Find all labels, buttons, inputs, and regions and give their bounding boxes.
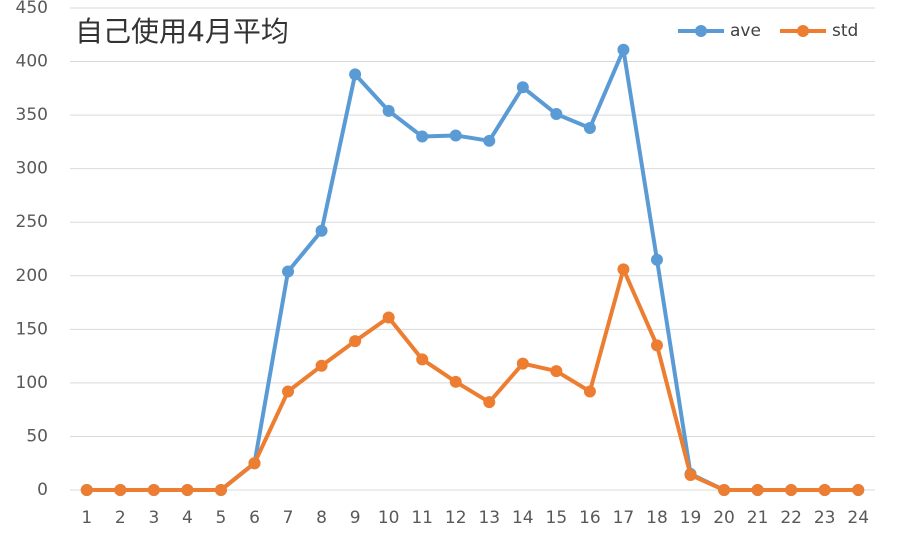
x-tick-label: 19: [680, 508, 702, 528]
data-point: [248, 457, 261, 470]
x-tick-label: 5: [216, 508, 227, 528]
x-tick-label: 4: [182, 508, 193, 528]
x-tick-label: 17: [613, 508, 635, 528]
legend-marker: [695, 25, 707, 37]
y-tick-label: 450: [16, 0, 48, 18]
x-tick-label: 1: [81, 508, 92, 528]
data-point: [483, 134, 496, 147]
data-point: [382, 311, 395, 324]
x-tick-label: 15: [546, 508, 568, 528]
x-tick-label: 14: [512, 508, 534, 528]
data-point: [349, 335, 362, 348]
data-point: [516, 357, 529, 370]
data-point: [785, 484, 798, 496]
x-tick-label: 12: [445, 508, 467, 528]
data-point: [382, 104, 395, 117]
x-tick-label: 21: [747, 508, 769, 528]
x-tick-label: 8: [316, 508, 327, 528]
data-point: [282, 385, 295, 398]
y-tick-label: 50: [26, 426, 48, 446]
x-tick-label: 24: [847, 508, 869, 528]
x-tick-label: 9: [350, 508, 361, 528]
data-point: [449, 129, 462, 142]
data-point: [617, 43, 630, 56]
x-tick-label: 7: [283, 508, 294, 528]
x-tick-label: 23: [814, 508, 836, 528]
data-point: [80, 484, 93, 496]
data-point: [650, 339, 663, 352]
data-point: [684, 469, 697, 482]
x-tick-label: 13: [478, 508, 500, 528]
y-tick-label: 100: [16, 373, 48, 393]
data-point: [449, 375, 462, 388]
data-point: [315, 224, 328, 237]
y-tick-label: 250: [16, 212, 48, 232]
x-tick-label: 20: [713, 508, 735, 528]
y-tick-label: 200: [16, 266, 48, 286]
data-point: [214, 484, 227, 496]
y-tick-label: 400: [16, 52, 48, 72]
x-tick-label: 3: [148, 508, 159, 528]
data-point: [516, 81, 529, 94]
legend-label: std: [832, 21, 858, 41]
y-tick-label: 0: [37, 480, 48, 500]
x-tick-label: 10: [378, 508, 400, 528]
series-line: [86, 267, 859, 492]
data-point: [617, 263, 630, 276]
data-point: [751, 484, 764, 496]
data-point: [483, 396, 496, 409]
y-tick-label: 150: [16, 319, 48, 339]
data-point: [147, 484, 160, 496]
data-point: [114, 484, 127, 496]
data-point: [416, 353, 429, 366]
y-tick-label: 350: [16, 105, 48, 125]
data-point: [282, 265, 295, 278]
series-line: [86, 47, 859, 492]
data-point: [852, 484, 865, 496]
data-point: [349, 68, 362, 81]
legend-marker: [797, 25, 809, 37]
data-point: [583, 385, 596, 398]
x-tick-label: 16: [579, 508, 601, 528]
data-point: [315, 359, 328, 372]
x-tick-label: 11: [411, 508, 433, 528]
data-point: [181, 484, 194, 496]
data-point: [583, 121, 596, 134]
chart-title: 自己使用4月平均: [75, 15, 289, 48]
legend-label: ave: [730, 21, 761, 41]
x-tick-label: 6: [249, 508, 260, 528]
data-point: [650, 253, 663, 266]
x-tick-label: 2: [115, 508, 126, 528]
data-point: [416, 130, 429, 143]
data-point: [550, 365, 563, 378]
y-tick-label: 300: [16, 159, 48, 179]
data-point: [550, 108, 563, 121]
x-tick-label: 22: [780, 508, 802, 528]
data-point: [718, 484, 731, 496]
x-tick-label: 18: [646, 508, 668, 528]
data-point: [818, 484, 831, 496]
